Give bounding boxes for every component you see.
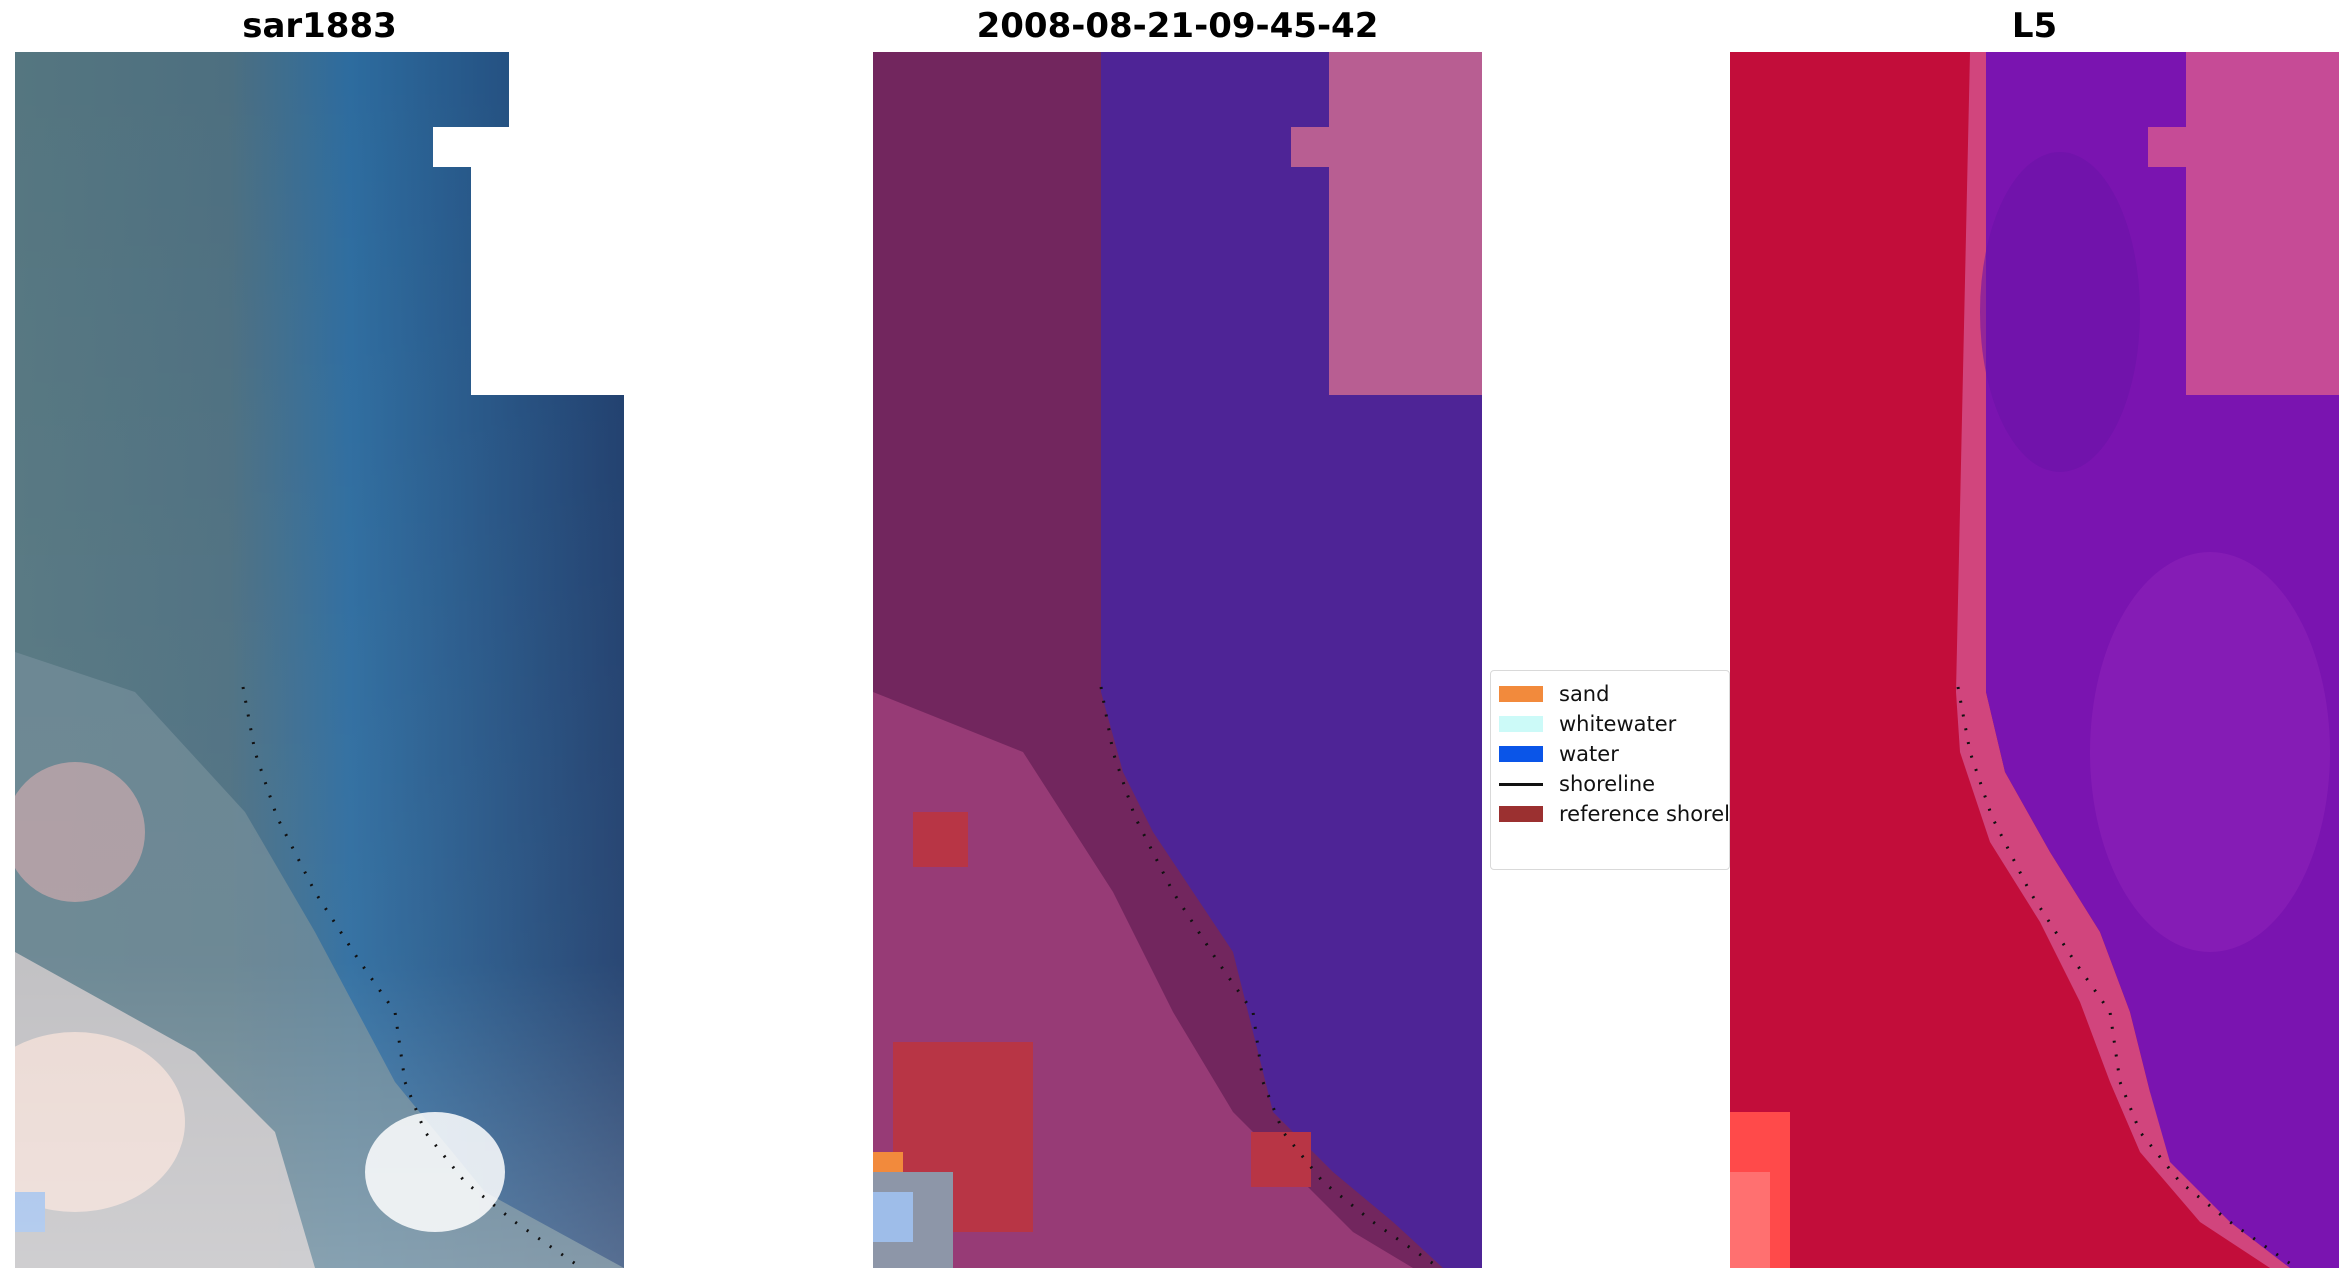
- water-swatch: [1499, 746, 1543, 762]
- legend: sand whitewater water shoreline referenc…: [1490, 670, 1730, 870]
- index-image: [1730, 52, 2339, 1268]
- legend-label: sand: [1559, 682, 1610, 706]
- sand-swatch: [1499, 686, 1543, 702]
- index-image-panel: [1730, 52, 2339, 1268]
- classified-image: [873, 52, 1482, 1268]
- legend-label: shoreline: [1559, 772, 1656, 796]
- rgb-image-panel: [15, 52, 624, 1268]
- reference-shoreline-swatch: [1499, 806, 1543, 822]
- classified-image-panel: [873, 52, 1482, 1268]
- legend-label: water: [1559, 742, 1619, 766]
- whitewater-swatch: [1499, 716, 1543, 732]
- legend-item-sand: sand: [1499, 679, 1609, 709]
- legend-item-water: water: [1499, 739, 1619, 769]
- shoreline-line-swatch: [1499, 782, 1543, 786]
- panel-title-index: L5: [2011, 6, 2058, 46]
- legend-item-reference-shoreline: reference shoreline: [1499, 799, 1730, 829]
- legend-item-whitewater: whitewater: [1499, 709, 1676, 739]
- legend-item-shoreline: shoreline: [1499, 769, 1655, 799]
- panel-title-rgb: sar1883: [242, 6, 397, 46]
- legend-label: reference shoreline: [1559, 802, 1730, 826]
- rgb-image: [15, 52, 624, 1268]
- legend-label: whitewater: [1559, 712, 1677, 736]
- panel-title-classified: 2008-08-21-09-45-42: [976, 6, 1379, 46]
